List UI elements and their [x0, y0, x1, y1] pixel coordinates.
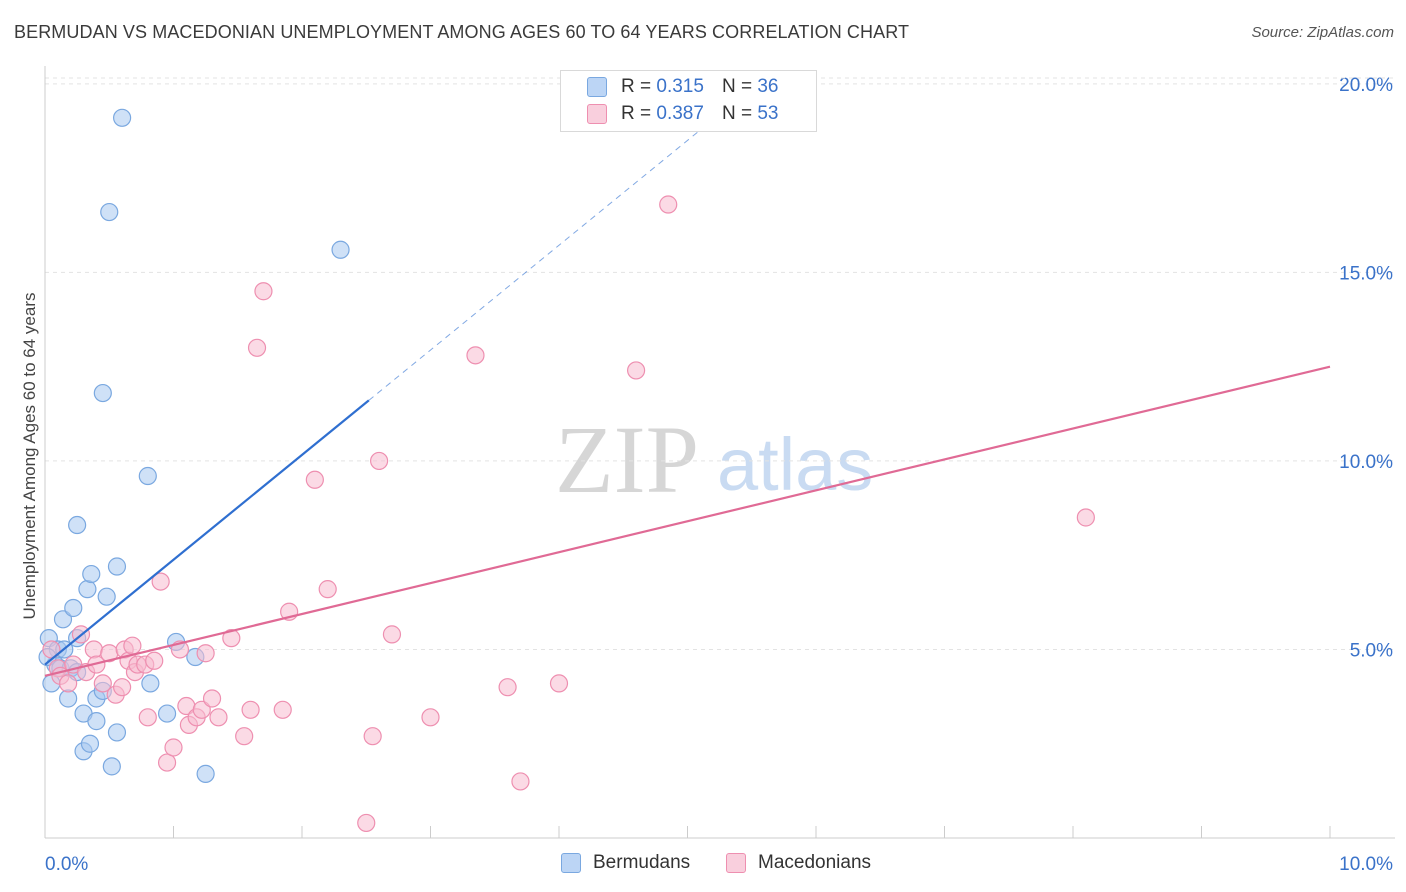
macedonians-point — [123, 636, 142, 655]
bermudans-point — [100, 202, 119, 222]
macedonians-point — [305, 470, 324, 489]
bermudans-swatch — [561, 853, 581, 873]
bermudans-point — [112, 108, 132, 127]
bermudans-trend-extension — [368, 108, 727, 401]
macedonians-point — [498, 678, 517, 697]
macedonians-swatch — [587, 104, 607, 124]
bermudans-point — [64, 598, 83, 618]
r-value: 0.315 — [656, 76, 704, 97]
n-label: N = — [721, 76, 753, 97]
macedonians-point — [659, 195, 678, 214]
macedonians-point — [421, 708, 440, 727]
bermudans-point — [102, 757, 121, 776]
r-label: R = — [621, 103, 652, 124]
bermudans-point — [53, 610, 73, 629]
bermudans-point — [196, 764, 215, 783]
legend-row-bermudans: R = 0.315 N = 36 — [587, 76, 778, 98]
r-label: R = — [621, 76, 652, 97]
bermudans-point — [141, 674, 160, 693]
x-tick-label: 10.0% — [1339, 854, 1393, 875]
legend-item-macedonians[interactable]: Macedonians — [726, 852, 871, 874]
watermark-zip: ZIP — [555, 406, 699, 513]
n-value: 53 — [757, 103, 779, 124]
bermudans-point — [82, 564, 101, 584]
macedonians-point — [626, 361, 646, 380]
macedonians-point — [209, 708, 228, 727]
watermark-atlas: atlas — [717, 423, 873, 506]
macedonians-point — [202, 689, 222, 708]
bermudans-point — [107, 723, 127, 742]
macedonians-point — [273, 700, 292, 719]
macedonians-point — [196, 644, 215, 663]
macedonians-point — [318, 580, 337, 599]
macedonians-point — [382, 625, 402, 644]
bermudans-point — [331, 240, 350, 259]
macedonians-point — [549, 674, 569, 693]
macedonians-point — [247, 338, 267, 357]
bermudans-point — [97, 587, 116, 606]
bermudans-point — [80, 734, 100, 753]
macedonians-trend-line — [44, 365, 1331, 677]
bermudans-swatch — [587, 77, 607, 97]
correlation-legend: R = 0.315 N = 36 R = 0.387 N = 53 — [560, 70, 817, 132]
legend-item-bermudans[interactable]: Bermudans — [561, 852, 690, 874]
bermudans-point — [157, 704, 177, 723]
y-tick-label: 20.0% — [1339, 75, 1393, 96]
macedonians-point — [145, 651, 164, 670]
source-label: Source: ZipAtlas.com — [1251, 24, 1394, 41]
bermudans-point — [87, 712, 106, 731]
macedonians-point — [1076, 508, 1095, 527]
macedonians-point — [84, 640, 103, 659]
bermudans-point — [93, 383, 112, 403]
macedonians-point — [511, 772, 530, 791]
bermudans-trend-line — [44, 399, 370, 666]
legend-label: Bermudans — [593, 852, 691, 873]
macedonians-swatch — [726, 853, 746, 873]
bermudans-point — [59, 689, 78, 708]
n-value: 36 — [757, 76, 779, 97]
legend-label: Macedonians — [758, 852, 872, 873]
macedonians-point — [363, 727, 382, 746]
macedonians-point — [192, 700, 211, 719]
macedonians-point — [254, 282, 273, 301]
series-legend: Bermudans Macedonians — [0, 852, 1406, 878]
bermudans-point — [78, 580, 97, 599]
n-label: N = — [721, 103, 753, 124]
chart-title: BERMUDAN VS MACEDONIAN UNEMPLOYMENT AMON… — [14, 22, 910, 42]
macedonians-point — [157, 753, 177, 772]
macedonians-point — [370, 451, 389, 471]
macedonians-point — [164, 738, 183, 757]
macedonians-point — [59, 674, 78, 693]
legend-row-macedonians: R = 0.387 N = 53 — [587, 103, 778, 125]
macedonians-point — [93, 674, 112, 693]
macedonians-point — [466, 346, 485, 365]
y-tick-label: 10.0% — [1339, 452, 1393, 473]
macedonians-point — [138, 708, 157, 727]
macedonians-point — [241, 700, 260, 719]
macedonians-point — [222, 629, 241, 648]
r-value: 0.387 — [656, 103, 704, 124]
bermudans-point — [138, 466, 157, 486]
macedonians-point — [151, 572, 170, 591]
macedonians-point — [235, 727, 254, 746]
y-tick-label: 5.0% — [1350, 640, 1393, 661]
macedonians-point — [357, 813, 376, 833]
x-tick-label: 0.0% — [45, 854, 88, 875]
bermudans-point — [107, 557, 127, 576]
y-tick-label: 15.0% — [1339, 263, 1393, 284]
bermudans-point — [68, 515, 87, 535]
macedonians-point — [112, 678, 132, 697]
